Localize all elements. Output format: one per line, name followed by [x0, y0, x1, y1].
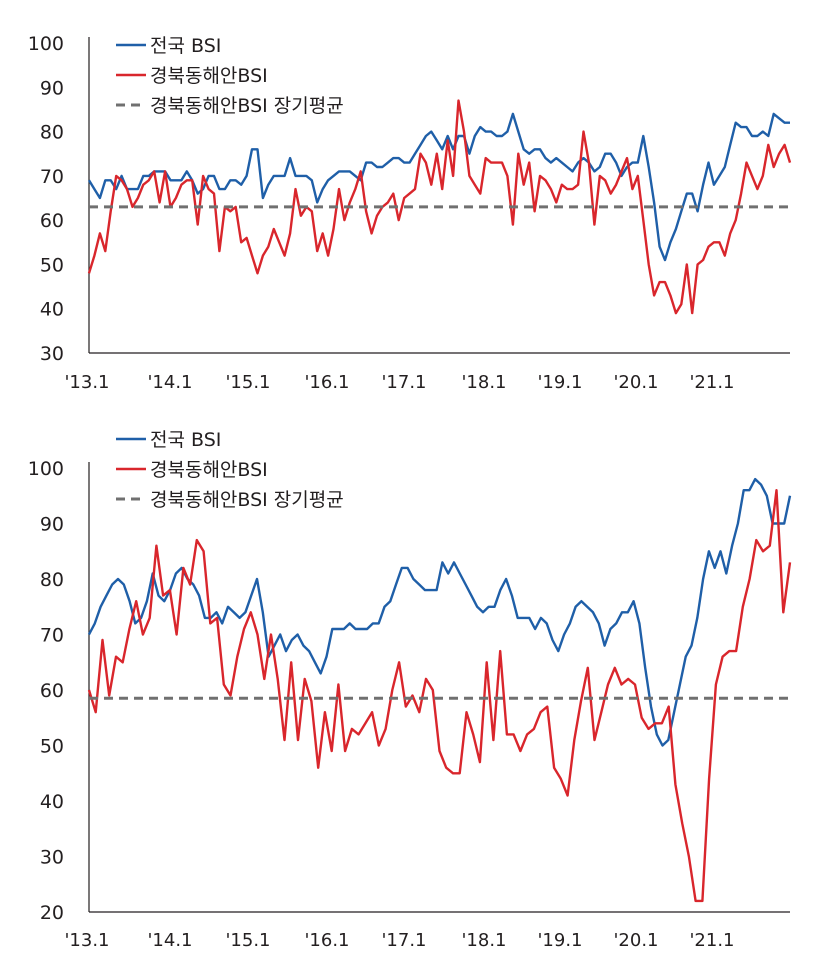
chart-1-x-tick-label: '18.1	[461, 372, 506, 393]
chart-1-x-tick-label: '13.1	[64, 372, 109, 393]
chart-1-legend-label-3: 경북동해안BSI 장기평균	[150, 95, 344, 117]
chart-1-x-tick-label: '15.1	[225, 372, 270, 393]
chart-2-y-tick-label: 80	[40, 569, 64, 591]
chart-1-x-tick-label: '17.1	[381, 372, 426, 393]
chart-1-y-tick-label: 80	[40, 122, 64, 144]
chart-1-x-tick-label: '20.1	[613, 372, 658, 393]
chart-2-x-tick-label: '16.1	[304, 930, 349, 951]
chart-2-y-tick-label: 90	[40, 514, 64, 536]
chart-1-x-tick-label: '14.1	[147, 372, 192, 393]
chart-2-y-tick-label: 60	[40, 680, 64, 702]
chart-2-legend-label-1: 전국 BSI	[150, 429, 221, 451]
chart-1-x-tick-label: '19.1	[537, 372, 582, 393]
chart-2-x-tick-label: '14.1	[147, 930, 192, 951]
chart-1-gyeongbuk-bsi-line	[87, 99, 792, 315]
chart-1-y-tick-label: 50	[40, 254, 64, 276]
chart-2-y-tick-label: 40	[40, 791, 64, 813]
chart-2-y-tick-label: 30	[40, 847, 64, 869]
chart-2-y-tick-label: 100	[28, 458, 64, 480]
chart-2-x-tick-label: '20.1	[613, 930, 658, 951]
chart-1-legend-label-2: 경북동해안BSI	[150, 65, 268, 87]
chart-2-gyeongbuk-bsi-line	[87, 489, 792, 903]
chart-2-national-bsi-line	[87, 477, 792, 747]
chart-2-y-tick-label: 70	[40, 625, 64, 647]
chart-2-x-tick-label: '19.1	[537, 930, 582, 951]
chart-1-x-tick-label: '21.1	[689, 372, 734, 393]
chart-1-x-tick-label: '16.1	[304, 372, 349, 393]
chart-1-y-tick-label: 60	[40, 210, 64, 232]
chart-1-y-tick-label: 30	[40, 343, 64, 365]
chart-2-y-tick-label: 20	[40, 902, 64, 924]
chart-2-x-tick-label: '17.1	[381, 930, 426, 951]
chart-2-x-tick-label: '13.1	[64, 930, 109, 951]
chart-2-x-tick-label: '15.1	[225, 930, 270, 951]
chart-1-y-tick-label: 100	[28, 33, 64, 55]
chart-2-legend-label-2: 경북동해안BSI	[150, 459, 268, 481]
chart-2-y-tick-label: 50	[40, 736, 64, 758]
chart-2-legend-label-3: 경북동해안BSI 장기평균	[150, 489, 344, 511]
chart-1-y-tick-label: 70	[40, 166, 64, 188]
chart-2-x-tick-label: '18.1	[461, 930, 506, 951]
chart-2-x-tick-label: '21.1	[689, 930, 734, 951]
chart-1-legend-label-1: 전국 BSI	[150, 35, 221, 57]
chart-1-y-tick-label: 90	[40, 77, 64, 99]
chart-1-y-tick-label: 40	[40, 299, 64, 321]
